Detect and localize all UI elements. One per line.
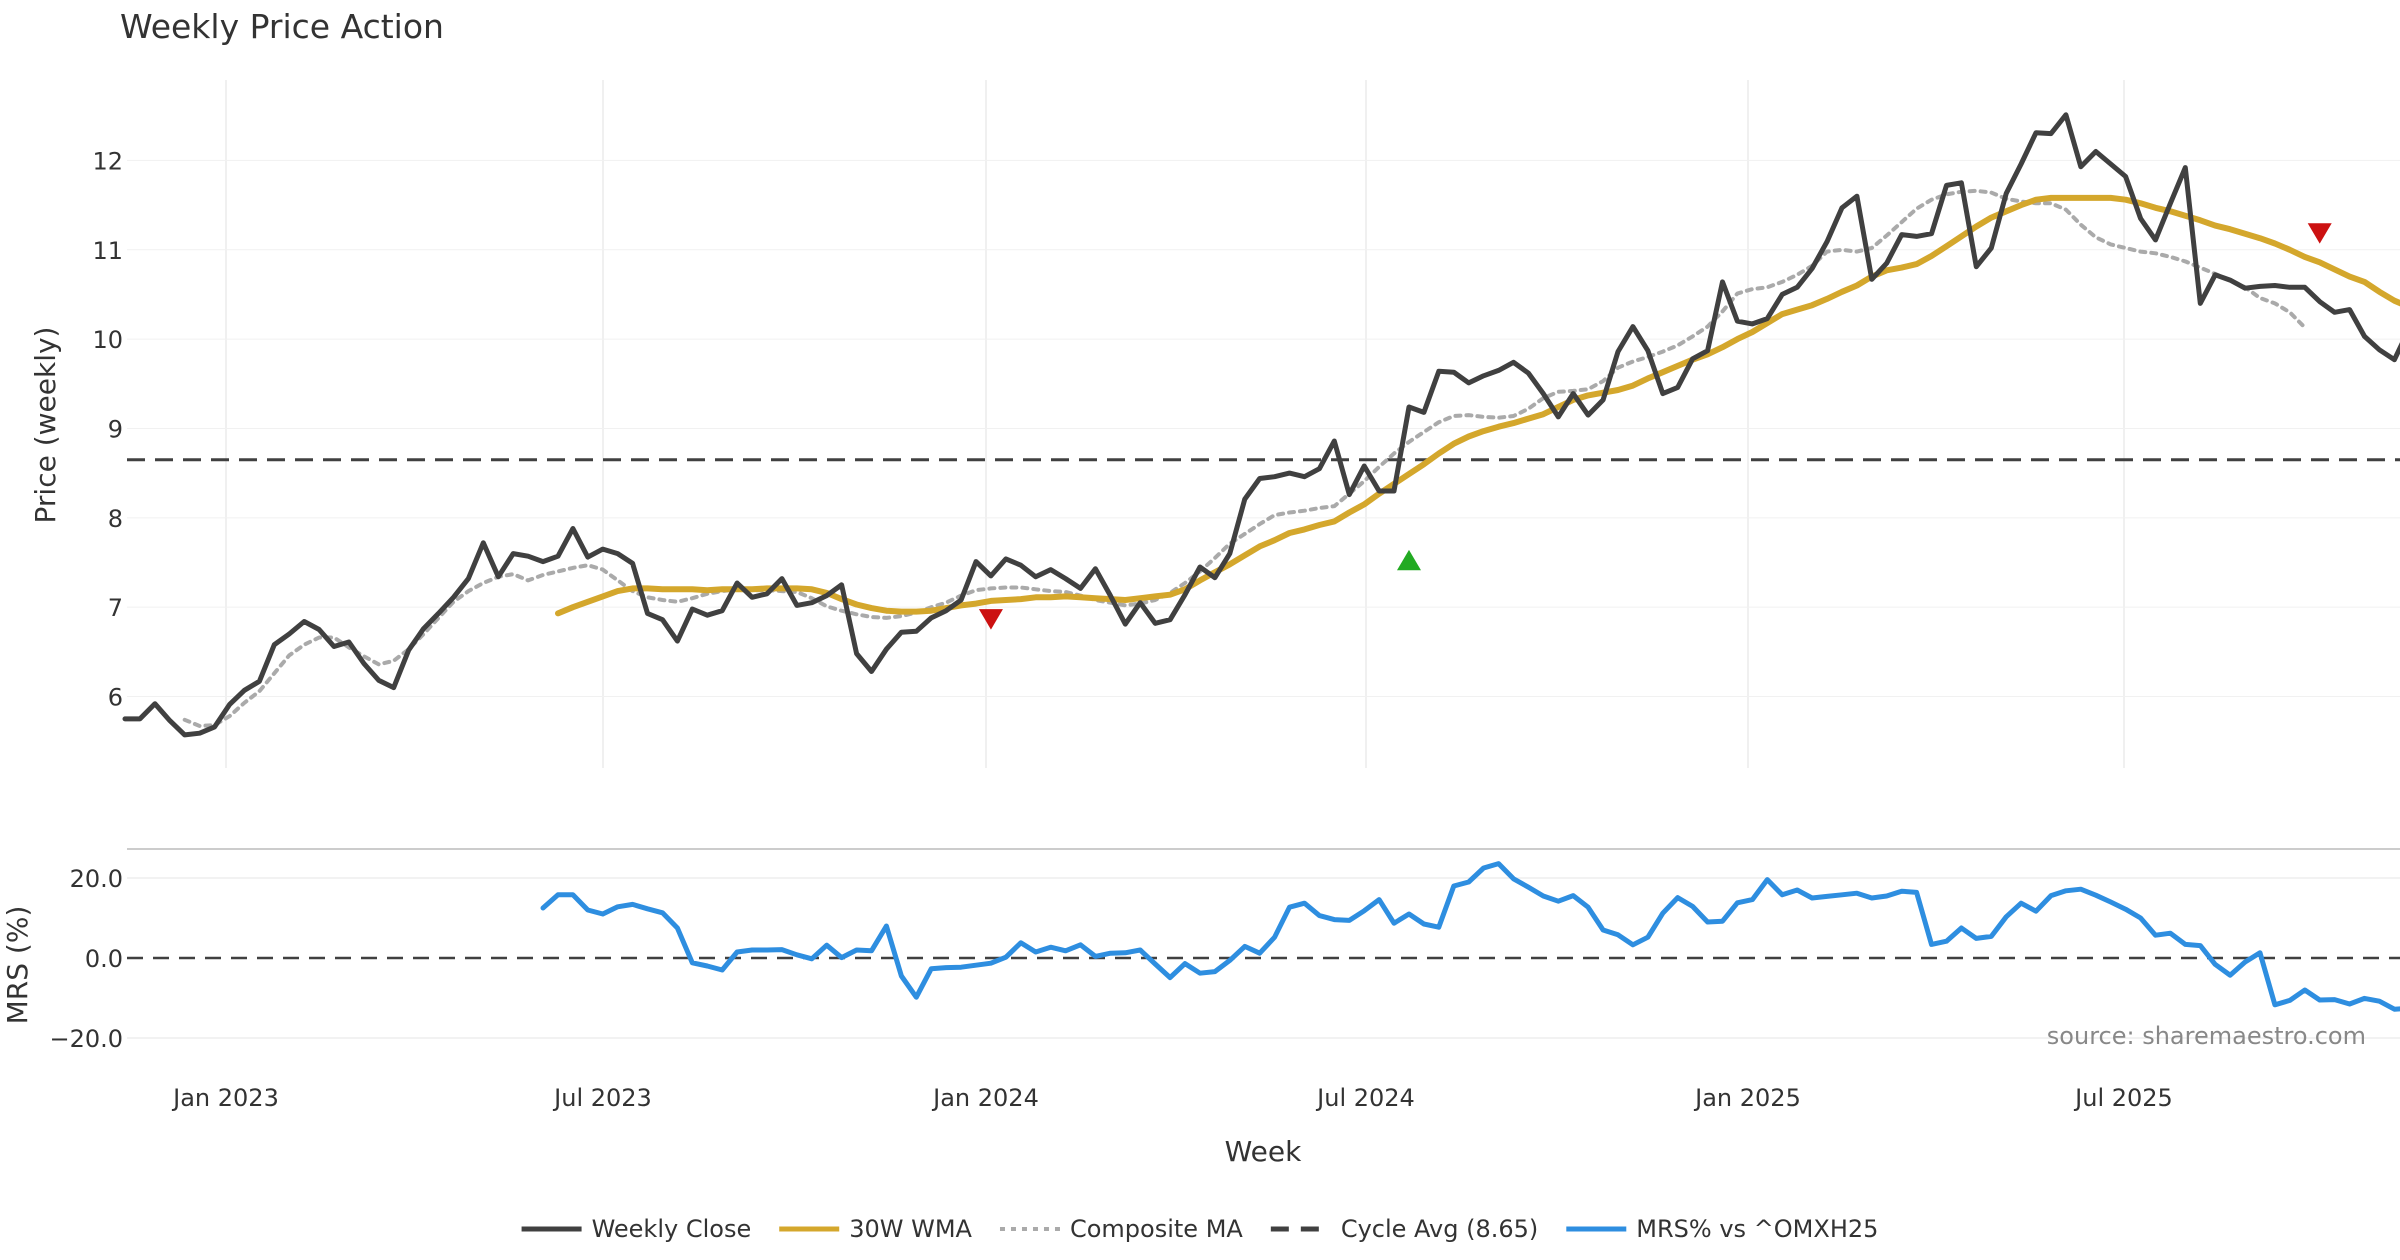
legend-label: MRS% vs ^OMXH25 (1636, 1215, 1878, 1243)
x-ticks: Jan 2023 Jul 2023 Jan 2024 Jul 2024 Jan 2025… (171, 1084, 2173, 1112)
mrs-gridlines (127, 877, 2400, 1039)
x-tick-label: Jan 2025 (1693, 1084, 1801, 1112)
price-panel: 6 7 8 9 10 11 12 Price (weekly) (29, 80, 2400, 768)
legend: Weekly Close 30W WMA Composite MA Cycle Avg… (521, 1215, 1878, 1243)
sell-signal-marker (2307, 223, 2332, 244)
price-y-tick-label: 12 (92, 147, 123, 175)
legend-label: Weekly Close (592, 1215, 752, 1243)
mrs-y-axis-label: MRS (%) (1, 906, 34, 1025)
legend-label: 30W WMA (849, 1215, 972, 1243)
price-y-tick-label: 8 (108, 505, 123, 533)
price-y-tick-label: 7 (108, 594, 123, 622)
price-y-axis-label: Price (weekly) (29, 327, 62, 524)
price-y-ticks: 6 7 8 9 10 11 12 (92, 147, 123, 711)
x-tick-label: Jul 2023 (552, 1084, 652, 1112)
watermark: source: sharemaestro.com (2047, 1022, 2366, 1050)
mrs-y-tick-label: 0.0 (85, 945, 123, 973)
price-series (122, 112, 2400, 738)
x-tick-label: Jan 2023 (171, 1084, 279, 1112)
price-y-tick-label: 6 (108, 684, 123, 712)
mrs-y-tick-label: 20.0 (70, 865, 123, 893)
price-y-tick-label: 9 (108, 415, 123, 443)
sell-signal-marker (978, 609, 1003, 630)
legend-label: Cycle Avg (8.65) (1341, 1215, 1538, 1243)
buy-signal-marker (1396, 549, 1421, 571)
price-y-tick-label: 10 (92, 326, 123, 354)
mrs-panel: 20.0 0.0 −20.0 MRS (%) source: sharemaestr… (1, 848, 2400, 1053)
signal-markers (978, 223, 2332, 630)
price-gridlines (127, 80, 2400, 768)
x-tick-label: Jan 2024 (931, 1084, 1039, 1112)
price-y-tick-label: 11 (92, 237, 123, 265)
mrs-series (540, 861, 2400, 1012)
price-series-weekly-close (122, 112, 2400, 738)
mrs-y-ticks: 20.0 0.0 −20.0 (49, 865, 123, 1053)
mrs-series-line (540, 861, 2400, 1012)
price-series-composite-ma (182, 188, 2307, 728)
x-tick-label: Jul 2024 (1315, 1084, 1415, 1112)
x-axis-label: Week (1225, 1135, 1302, 1168)
price-series-30w-wma (555, 194, 2400, 617)
legend-label: Composite MA (1070, 1215, 1243, 1243)
x-tick-label: Jul 2025 (2073, 1084, 2173, 1112)
chart-title: Weekly Price Action (120, 7, 444, 46)
mrs-y-tick-label: −20.0 (49, 1025, 123, 1053)
